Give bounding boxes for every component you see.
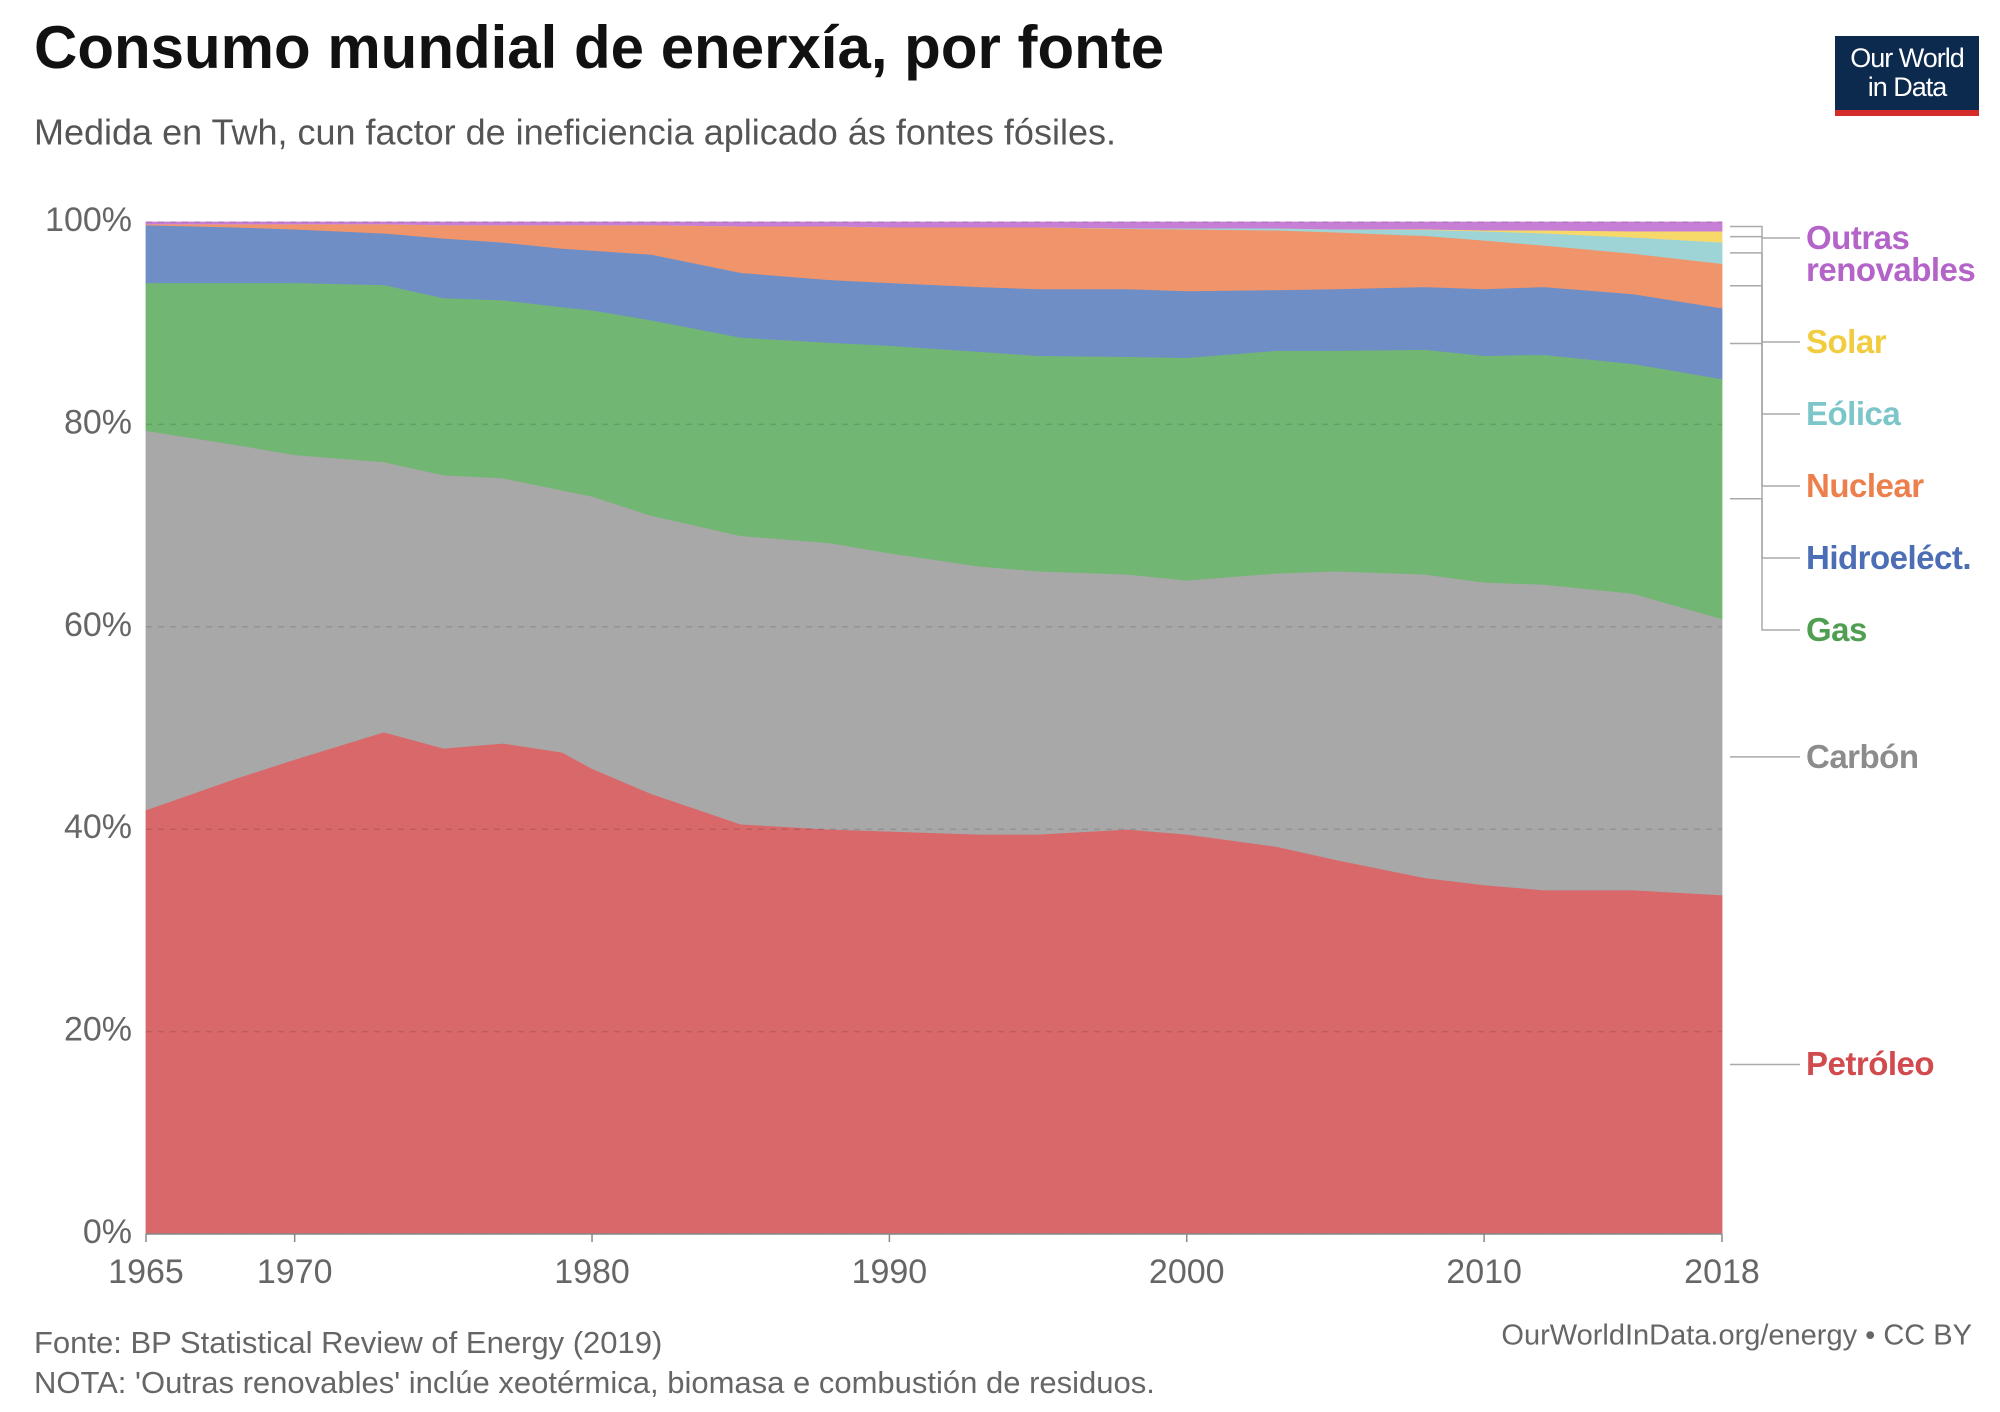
x-tick-label: 1970	[257, 1253, 333, 1291]
x-tick-label: 1990	[852, 1253, 928, 1291]
leader-line	[1730, 342, 1800, 559]
y-tick-label: 0%	[83, 1213, 132, 1251]
leader-line	[1730, 285, 1800, 487]
series-label: Nuclear	[1806, 467, 1924, 504]
series-label: Eólica	[1806, 395, 1901, 432]
y-tick-label: 20%	[64, 1011, 132, 1049]
y-tick-label: 60%	[64, 606, 132, 644]
series-label: Outras renovables	[1806, 219, 1976, 288]
series-label: Petróleo	[1806, 1045, 1935, 1083]
area	[145, 221, 1723, 232]
series-label: Solar	[1806, 323, 1887, 360]
x-tick-label: 1965	[108, 1253, 184, 1291]
x-tick-label: 2018	[1684, 1253, 1760, 1291]
series-label: Hidroeléct.	[1806, 539, 1972, 576]
y-tick-label: 40%	[64, 808, 132, 846]
chart-title: Consumo mundial de enerxía, por fonte	[34, 14, 1164, 81]
x-tick-label: 2000	[1149, 1253, 1225, 1291]
y-tick-label: 100%	[45, 201, 132, 239]
leader-line	[1730, 252, 1800, 415]
x-tick-label: 1980	[554, 1253, 630, 1291]
leader-line	[1730, 498, 1800, 631]
note: NOTA: 'Outras renovables' inclúe xeotérm…	[34, 1365, 1155, 1400]
logo: Our World in Data	[1835, 36, 1979, 116]
series-label: Carbón	[1806, 737, 1919, 775]
chart-subtitle: Medida en Twh, cun factor de ineficienci…	[34, 112, 1116, 153]
source: Fonte: BP Statistical Review of Energy (…	[34, 1325, 662, 1360]
leader-line	[1730, 225, 1800, 239]
series-label: Gas	[1806, 611, 1867, 648]
y-tick-label: 80%	[64, 403, 132, 441]
source-url: OurWorldInData.org/energy • CC BY	[1501, 1320, 1972, 1352]
x-tick-label: 2010	[1446, 1253, 1522, 1291]
